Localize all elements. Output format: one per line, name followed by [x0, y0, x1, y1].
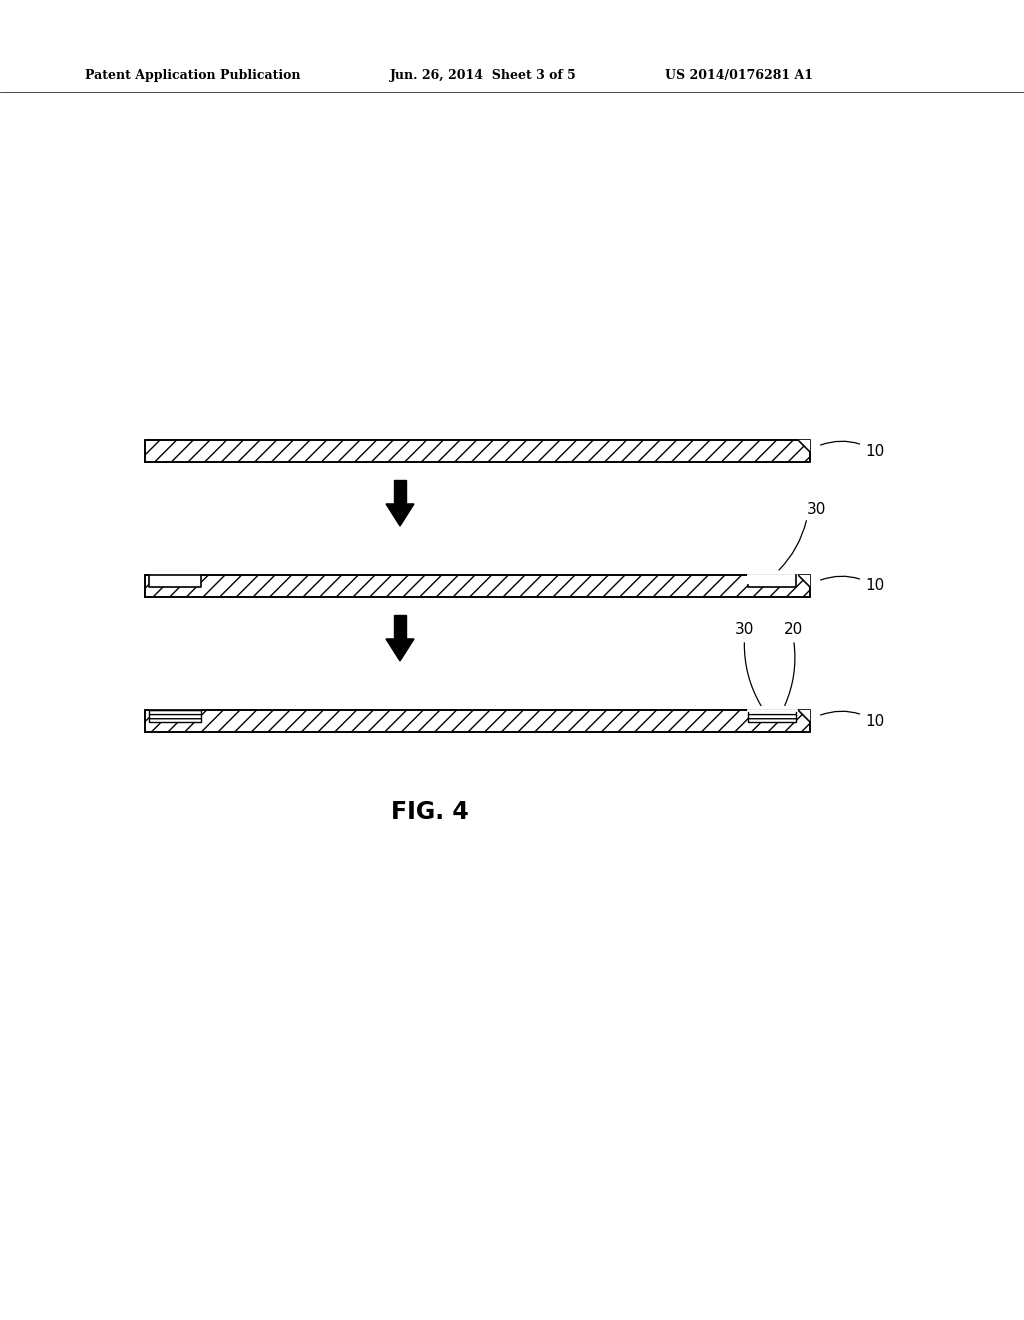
Text: Patent Application Publication: Patent Application Publication: [85, 69, 300, 82]
Bar: [748, 710, 796, 722]
Bar: [150, 574, 201, 587]
Bar: [393, 615, 407, 639]
Text: FIG. 4: FIG. 4: [391, 800, 469, 824]
Bar: [748, 574, 796, 587]
Text: Jun. 26, 2014  Sheet 3 of 5: Jun. 26, 2014 Sheet 3 of 5: [390, 69, 577, 82]
Bar: [145, 440, 810, 462]
Text: 20: 20: [784, 623, 803, 638]
Bar: [145, 576, 810, 597]
Bar: [393, 480, 407, 504]
Polygon shape: [386, 504, 414, 525]
Text: US 2014/0176281 A1: US 2014/0176281 A1: [665, 69, 813, 82]
Text: 30: 30: [734, 623, 754, 638]
Text: 10: 10: [820, 711, 885, 729]
Polygon shape: [798, 576, 810, 587]
Text: 10: 10: [820, 441, 885, 458]
Polygon shape: [386, 639, 414, 661]
Text: 30: 30: [807, 503, 826, 517]
Bar: [748, 709, 796, 722]
Polygon shape: [798, 710, 810, 722]
Polygon shape: [798, 440, 810, 451]
Text: 10: 10: [820, 577, 885, 594]
Bar: [150, 709, 201, 722]
Bar: [150, 710, 201, 722]
Bar: [145, 710, 810, 733]
